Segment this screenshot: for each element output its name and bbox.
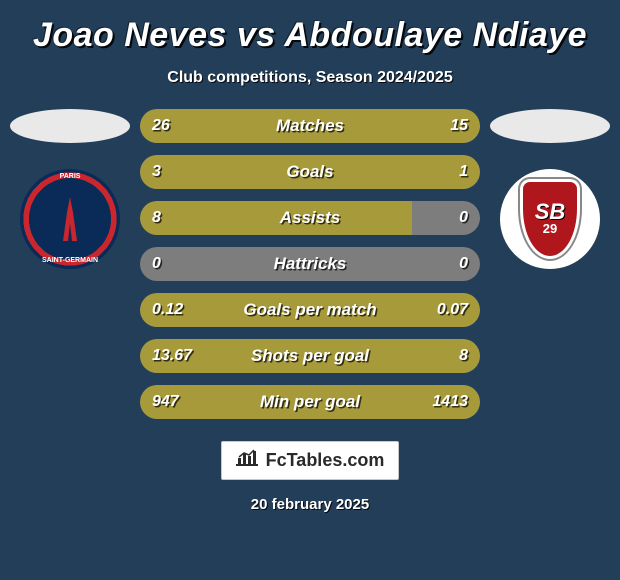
- chart-icon: [236, 448, 258, 473]
- player-left-column: PARIS SAINT-GERMAIN: [10, 109, 130, 269]
- branding-text: FcTables.com: [266, 450, 385, 471]
- subtitle: Club competitions, Season 2024/2025: [0, 69, 620, 87]
- stat-label: Shots per goal: [140, 339, 480, 373]
- comparison-infographic: Joao Neves vs Abdoulaye Ndiaye Club comp…: [0, 0, 620, 580]
- page-title: Joao Neves vs Abdoulaye Ndiaye: [0, 16, 620, 55]
- club-badge-psg: PARIS SAINT-GERMAIN: [20, 169, 120, 269]
- content-area: PARIS SAINT-GERMAIN 26Matches153Goals18A…: [0, 109, 620, 419]
- brest-badge-text-sb: SB: [535, 202, 566, 222]
- stat-bars: 26Matches153Goals18Assists00Hattricks00.…: [140, 109, 480, 419]
- stat-value-right: 15: [450, 109, 468, 143]
- psg-badge-text-top: PARIS: [60, 173, 81, 180]
- stat-row: 947Min per goal1413: [140, 385, 480, 419]
- stat-value-right: 8: [459, 339, 468, 373]
- brest-shield-icon: SB 29: [520, 179, 580, 259]
- club-badge-brest: SB 29: [500, 169, 600, 269]
- stat-row: 0.12Goals per match0.07: [140, 293, 480, 327]
- stat-row: 13.67Shots per goal8: [140, 339, 480, 373]
- stat-row: 3Goals1: [140, 155, 480, 189]
- stat-value-right: 0: [459, 247, 468, 281]
- brest-badge-text-year: 29: [543, 221, 557, 236]
- stat-value-right: 0.07: [437, 293, 468, 327]
- stat-label: Goals per match: [140, 293, 480, 327]
- stat-label: Assists: [140, 201, 480, 235]
- eiffel-icon: [60, 197, 80, 241]
- stat-row: 0Hattricks0: [140, 247, 480, 281]
- stat-label: Hattricks: [140, 247, 480, 281]
- stat-row: 26Matches15: [140, 109, 480, 143]
- psg-badge-text-bottom: SAINT-GERMAIN: [42, 257, 98, 264]
- stat-row: 8Assists0: [140, 201, 480, 235]
- player-right-column: SB 29: [490, 109, 610, 269]
- stat-value-right: 0: [459, 201, 468, 235]
- date-label: 20 february 2025: [0, 496, 620, 513]
- stat-label: Min per goal: [140, 385, 480, 419]
- stat-value-right: 1413: [432, 385, 468, 419]
- player-left-shadow: [10, 109, 130, 143]
- stat-label: Goals: [140, 155, 480, 189]
- stat-label: Matches: [140, 109, 480, 143]
- player-right-shadow: [490, 109, 610, 143]
- branding-badge: FcTables.com: [221, 441, 400, 480]
- stat-value-right: 1: [459, 155, 468, 189]
